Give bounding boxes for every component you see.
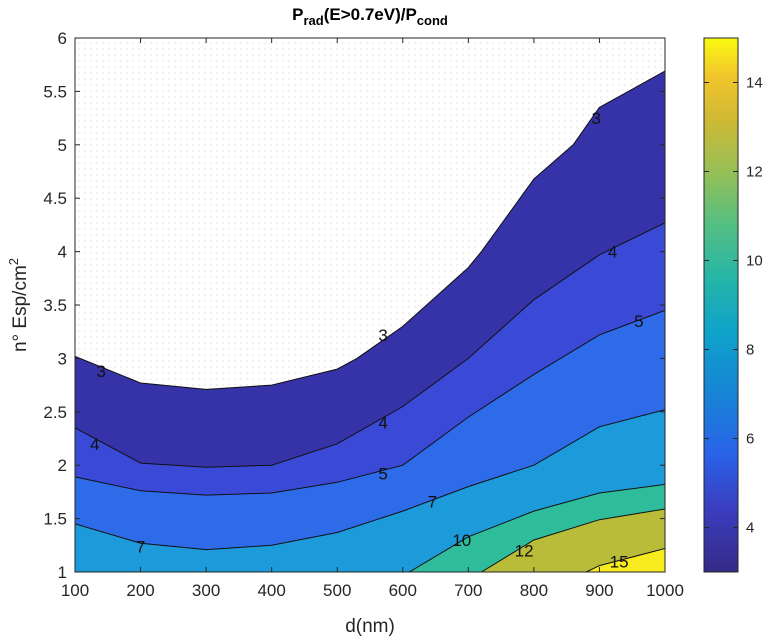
x-tick-label: 500	[323, 581, 351, 600]
contour-label-5: 5	[634, 312, 643, 331]
x-tick-label: 300	[192, 581, 220, 600]
x-tick-label: 100	[61, 581, 89, 600]
y-tick-label: 3	[58, 349, 67, 368]
contour-label-12: 12	[515, 542, 534, 561]
y-tick-label: 2	[58, 456, 67, 475]
contour-label-4: 4	[608, 243, 617, 262]
colorbar-tick-label: 12	[746, 164, 763, 181]
contour-line-3	[75, 70, 665, 390]
x-tick-label: 200	[126, 581, 154, 600]
contour-label-3: 3	[378, 326, 387, 345]
colorbar-tick-label: 8	[746, 342, 754, 359]
x-tick-label: 800	[520, 581, 548, 600]
contour-line-15	[586, 548, 665, 572]
y-tick-label: 2.5	[43, 403, 67, 422]
y-axis-label: n° Esp/cm2	[6, 258, 31, 352]
contour-band-12	[481, 509, 665, 572]
y-tick-label: 4	[58, 243, 67, 262]
contour-label-7: 7	[428, 493, 437, 512]
contour-line-4	[75, 222, 665, 468]
colorbar-tick-label: 4	[746, 520, 754, 537]
y-axis-ticks: 1 1.5 2 2.5 3 3.5 4 4.5 5 5.5 6	[43, 29, 665, 582]
y-tick-label: 3.5	[43, 296, 67, 315]
contour-line-5	[75, 309, 665, 496]
x-tick-label: 600	[389, 581, 417, 600]
x-tick-label: 400	[257, 581, 285, 600]
colorbar-tick-label: 6	[746, 431, 754, 448]
contour-line-7	[75, 409, 665, 551]
contour-label-15: 15	[610, 552, 629, 571]
x-tick-label: 700	[454, 581, 482, 600]
chart-title: Prad(E>0.7eV)/Pcond	[292, 5, 448, 28]
colorbar-tick-label: 14	[746, 75, 763, 92]
contour-label-4: 4	[378, 414, 387, 433]
y-tick-label: 5	[58, 136, 67, 155]
contour-label-5: 5	[378, 465, 387, 484]
colorbar	[703, 37, 739, 573]
colorbar-tick-label: 10	[746, 253, 763, 270]
x-tick-label: 1000	[646, 581, 684, 600]
y-tick-label: 1.5	[43, 510, 67, 529]
x-axis-ticks: 100 200 300 400 500 600 700 800 900 1000	[61, 38, 684, 600]
contour-lines	[75, 70, 665, 572]
contour-label-10: 10	[452, 531, 471, 550]
contour-label-7: 7	[136, 537, 145, 556]
contour-line-12	[481, 508, 665, 572]
contour-band-15	[586, 548, 665, 572]
contour-label-4: 4	[90, 435, 99, 454]
y-tick-label: 1	[58, 563, 67, 582]
y-tick-label: 6	[58, 29, 67, 48]
contour-label-3: 3	[96, 362, 105, 381]
contour-labels: 3 3 3 4 4 4 5 5 7 7 10 12 15	[90, 109, 644, 571]
colorbar-ticks: 4 6 8 10 12 14	[704, 75, 763, 537]
y-tick-label: 5.5	[43, 82, 67, 101]
x-axis-label: d(nm)	[345, 616, 395, 637]
contour-line-10	[409, 483, 665, 572]
y-tick-label: 4.5	[43, 189, 67, 208]
contour-label-3: 3	[591, 109, 600, 128]
x-tick-label: 900	[585, 581, 613, 600]
contour-fills	[75, 71, 665, 572]
